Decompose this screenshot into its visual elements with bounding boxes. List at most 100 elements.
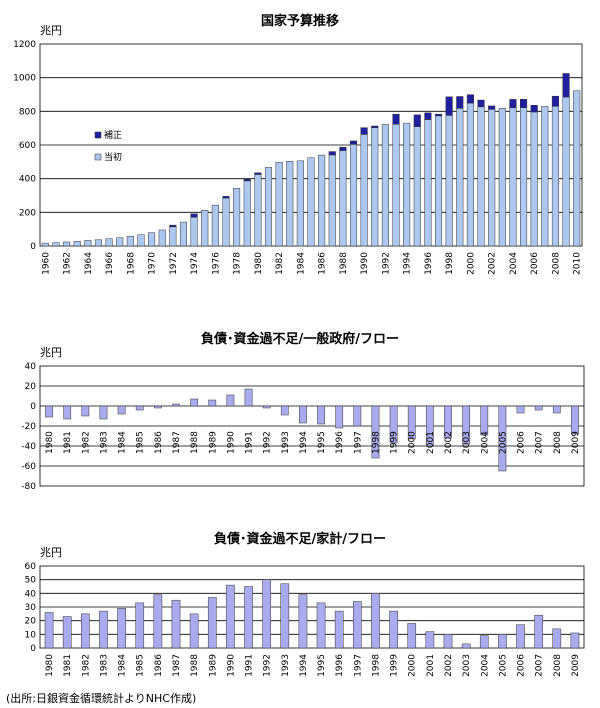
chart1-bar-initial xyxy=(73,241,81,247)
chart2-bar xyxy=(81,405,90,417)
chart1-bar-initial xyxy=(573,90,581,247)
chart1-bar-initial xyxy=(126,235,134,247)
chart2-y-tick-label: -80 xyxy=(21,482,36,492)
chart2-x-tick-label: 1988 xyxy=(190,431,200,454)
chart1-legend-label-supplementary: 補正 xyxy=(104,129,122,141)
chart2-bar xyxy=(480,405,489,436)
chart1-bar-initial xyxy=(158,229,166,247)
chart3-x-tick-label: 1981 xyxy=(63,654,73,677)
chart1-bar-supplementary xyxy=(424,112,432,120)
chart1-x-tick-label: 1968 xyxy=(126,252,136,275)
chart3-x-tick-label: 1985 xyxy=(136,654,146,677)
chart3-x-tick-label: 1987 xyxy=(172,654,182,677)
chart2-bar xyxy=(172,403,180,407)
chart1-bar-initial xyxy=(307,157,315,247)
chart2-x-tick-label: 1996 xyxy=(335,431,345,454)
chart1-unit-label: 兆円 xyxy=(40,24,62,37)
chart1-bar-initial xyxy=(498,108,506,247)
chart2-bar xyxy=(317,405,325,425)
chart1-bar-initial xyxy=(488,109,496,247)
chart3-bar xyxy=(62,616,72,649)
chart1-x-tick-label: 1998 xyxy=(445,252,455,275)
chart1-bar-initial xyxy=(243,180,251,247)
chart1-bar-supplementary xyxy=(445,96,453,116)
chart3-bar xyxy=(44,612,54,649)
chart2-bar xyxy=(444,405,452,439)
chart1-bar-initial xyxy=(413,126,421,247)
chart3-bar xyxy=(262,579,271,649)
chart1-x-tick-label: 1996 xyxy=(424,252,434,275)
chart2-x-tick-label: 2003 xyxy=(462,431,472,454)
chart1-bar-initial xyxy=(254,174,262,247)
chart3-x-tick-label: 2004 xyxy=(480,654,490,677)
chart1-bar-initial xyxy=(211,204,219,247)
chart3-bar xyxy=(316,602,326,649)
chart1-bar-supplementary xyxy=(488,105,496,110)
chart1-bar-supplementary xyxy=(190,213,198,218)
chart1-x-tick-label: 2000 xyxy=(466,252,476,275)
chart1-bar-initial xyxy=(169,226,177,247)
chart2-bar xyxy=(153,405,162,409)
chart1-bar-initial xyxy=(509,107,517,247)
chart1-bar-initial xyxy=(445,115,453,247)
chart2-x-tick-label: 1990 xyxy=(226,431,236,454)
chart3-y-tick-label: 40 xyxy=(25,589,37,599)
chart2-x-tick-label: 1991 xyxy=(245,431,255,454)
chart2-x-tick-label: 2004 xyxy=(480,431,490,454)
chart2-bar xyxy=(244,388,253,407)
chart1-x-tick-label: 1984 xyxy=(296,252,306,275)
chart2-bar xyxy=(552,405,561,414)
chart1-x-tick-label: 2004 xyxy=(509,252,519,275)
chart3-bar xyxy=(334,610,344,649)
chart2-y-tick-label: -60 xyxy=(21,462,36,472)
chart3-y-tick-label: 50 xyxy=(25,576,37,586)
chart2-bar xyxy=(462,405,471,445)
chart1-x-tick-label: 1988 xyxy=(339,252,349,275)
chart1-bar-initial xyxy=(541,106,549,247)
chart2-x-tick-label: 2008 xyxy=(553,431,563,454)
chart1-y-tick-label: 400 xyxy=(19,175,36,185)
chart3-bar xyxy=(407,623,417,649)
chart3-bar xyxy=(99,610,108,649)
chart3-x-tick-label: 2002 xyxy=(444,654,454,677)
chart1-x-tick-label: 2008 xyxy=(551,252,561,275)
chart1-bar-initial xyxy=(551,106,559,247)
chart1-bar-initial xyxy=(222,197,230,247)
chart2-bar xyxy=(371,405,380,459)
chart2-x-tick-label: 1987 xyxy=(172,431,182,454)
chart3-x-tick-label: 2008 xyxy=(553,654,563,677)
chart1-bar-initial xyxy=(530,111,538,247)
chart1-x-tick-label: 1978 xyxy=(233,252,243,275)
chart1-bar-initial xyxy=(63,241,71,247)
chart1-x-tick-label: 1966 xyxy=(105,252,115,275)
chart1-bar-supplementary xyxy=(360,127,368,135)
chart2-bar xyxy=(389,405,398,444)
chart2-x-tick-label: 2001 xyxy=(426,431,436,454)
chart2-x-tick-label: 1982 xyxy=(81,431,91,454)
chart1-y-tick-label: 200 xyxy=(19,208,36,218)
chart3-bar xyxy=(226,584,235,649)
chart1-bar-supplementary xyxy=(509,99,517,109)
chart2-x-tick-label: 1984 xyxy=(118,431,128,454)
chart3-bar xyxy=(425,631,435,649)
chart1-bar-supplementary xyxy=(466,94,474,104)
chart1-x-tick-label: 1976 xyxy=(211,252,221,275)
chart2-bar xyxy=(516,405,525,414)
chart1-bar-initial xyxy=(94,239,102,247)
chart3-bar xyxy=(353,601,362,649)
chart3-bar xyxy=(389,610,398,649)
source-note: (出所:日銀資金循環統計よりNHC作成) xyxy=(6,692,197,705)
chart3-bar xyxy=(461,643,471,649)
chart1-bar-initial xyxy=(466,102,474,247)
chart3-bar xyxy=(171,599,181,649)
chart2-bar xyxy=(226,394,235,407)
chart1-bar-initial xyxy=(233,188,241,247)
chart3-x-tick-label: 1998 xyxy=(371,654,381,677)
chart3-x-tick-label: 1983 xyxy=(99,654,109,677)
chart3-x-tick-label: 2007 xyxy=(535,654,545,677)
chart3-x-tick-label: 1994 xyxy=(299,654,309,677)
chart3-bar xyxy=(479,635,489,649)
chart1-x-tick-label: 2010 xyxy=(573,252,583,275)
chart1-x-tick-label: 1974 xyxy=(190,252,200,275)
chart1-bar-initial xyxy=(84,240,92,247)
